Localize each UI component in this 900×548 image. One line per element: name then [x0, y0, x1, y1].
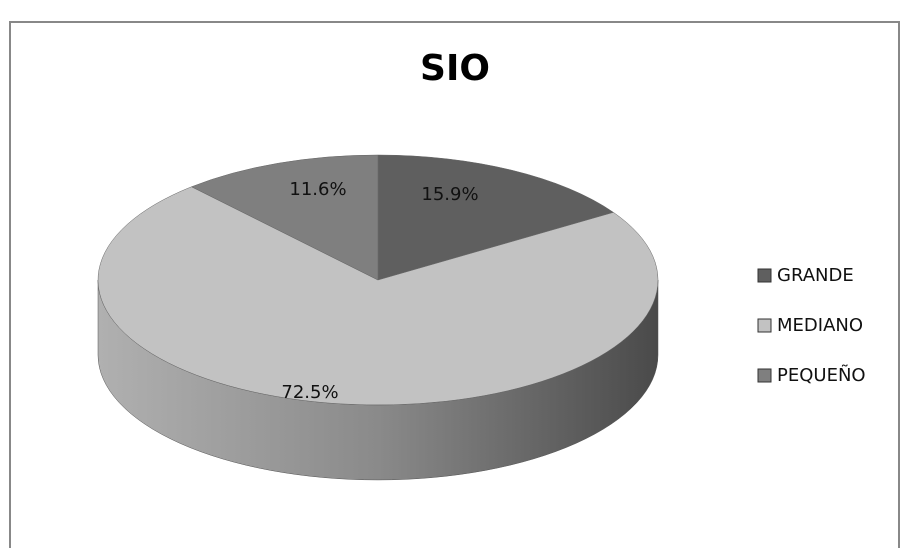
- slice: [190, 154, 379, 281]
- legend-label: MEDIANO: [777, 315, 863, 336]
- value-label: 15.9%: [421, 184, 478, 205]
- slice: [377, 154, 615, 281]
- legend-swatch: [757, 318, 772, 333]
- legend-label: GRANDE: [777, 265, 854, 286]
- legend-swatch: [757, 368, 772, 383]
- value-label: 11.6%: [289, 179, 346, 200]
- legend-label: PEQUEÑO: [777, 364, 866, 386]
- legend-swatch: [757, 268, 772, 283]
- value-label: 72.5%: [281, 382, 338, 403]
- slice: [97, 186, 659, 406]
- chart-title: SIO: [420, 48, 490, 89]
